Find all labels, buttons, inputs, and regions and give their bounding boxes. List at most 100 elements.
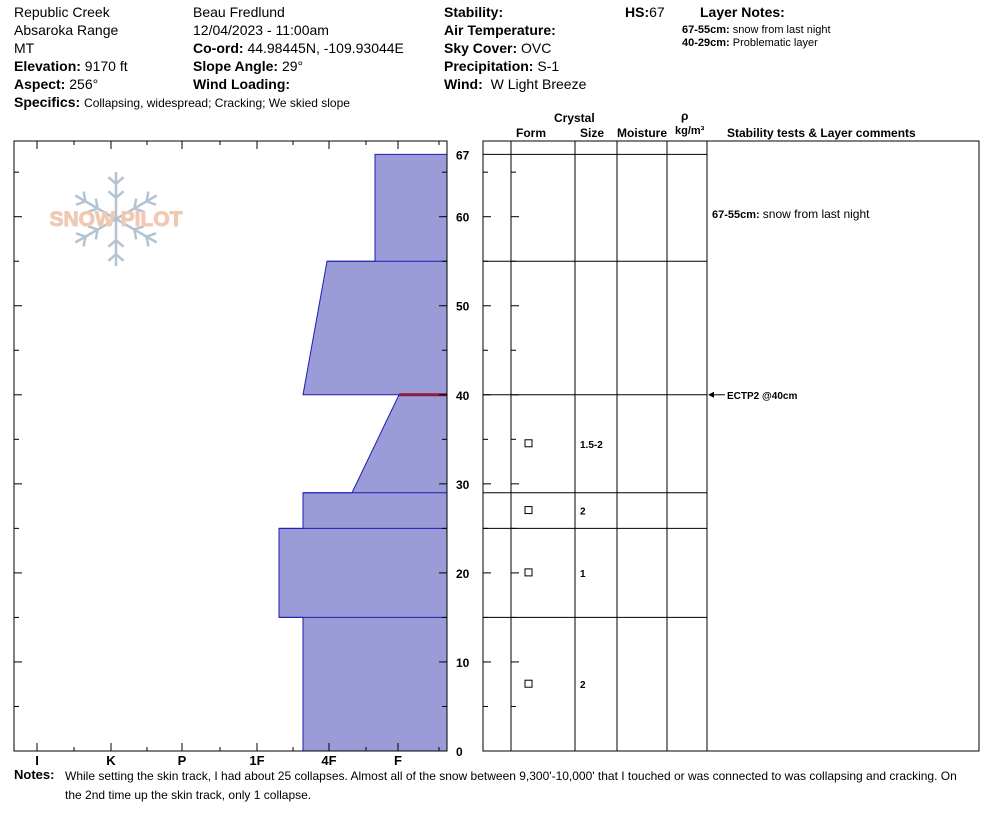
depth-tick-label: 30 [456, 478, 470, 492]
hs-label: HS: [625, 4, 650, 20]
density-symbol: ρ [681, 109, 689, 123]
slope-label: Slope Angle: [193, 58, 279, 74]
logo-text: SNOW PILOT [50, 208, 183, 231]
flake-branch [115, 239, 125, 248]
crystal-size-label: 1 [580, 569, 586, 580]
hardness-tick-label: K [106, 753, 116, 768]
notes-line-2: the 2nd time up the skin track, only 1 c… [65, 788, 312, 802]
state: MT [14, 40, 35, 56]
hardness-frame [13, 140, 448, 752]
layer-note-text: snow from last night [732, 24, 831, 36]
elevation-label: Elevation: [14, 58, 81, 74]
elevation: Elevation: 9170 ft [14, 58, 128, 74]
crystal-form-square [524, 506, 533, 515]
sky-value: OVC [521, 40, 552, 56]
hardness-tick-label: I [35, 753, 39, 768]
flake-arm [74, 194, 117, 221]
depth-tick-label: 60 [456, 211, 470, 225]
crystal-header: Crystal [554, 111, 595, 125]
flake-branch [87, 207, 99, 213]
flake-branch [94, 229, 99, 240]
sky-label: Sky Cover: [444, 40, 518, 56]
layer-table [482, 140, 980, 752]
stability: Stability: [444, 4, 503, 20]
stability-label: Stability: [444, 4, 504, 20]
slope-value: 29° [281, 58, 304, 74]
arrow-head-icon [708, 391, 714, 398]
moisture-header: Moisture [617, 126, 668, 140]
aspect: Aspect: 256° [14, 76, 98, 92]
flake-branch [146, 232, 157, 238]
specifics-label: Specifics: [14, 94, 81, 110]
hardness-plot-border [13, 140, 448, 752]
coord-label: Co-ord: [193, 40, 244, 56]
flake-branch [115, 176, 125, 185]
hardness-tick-label: P [178, 753, 187, 768]
layer-comment: 67-55cm: snow from last night [712, 207, 870, 221]
wind-value: W Light Breeze [490, 76, 587, 92]
density-unit: kg/m³ [675, 125, 705, 137]
location-name: Republic Creek [14, 4, 110, 20]
layer-note-1: 67-55cm: snow from last night [682, 24, 831, 37]
crystal-markers: 1.5-2 2 1 2 [524, 439, 603, 691]
flake-branch [107, 190, 117, 199]
flake-branch [133, 207, 145, 213]
snow-pilot-logo: SNOW PILOT [49, 172, 183, 266]
crystal-form-square [524, 568, 533, 577]
flake-branch [107, 176, 117, 185]
precipitation: Precipitation: S-1 [444, 58, 559, 74]
aspect-value: 256° [69, 76, 99, 92]
depth-tick-label: 10 [456, 656, 470, 670]
form-header: Form [516, 126, 546, 140]
mountain-range: Absaroka Range [14, 22, 119, 38]
layer-comment-range: 67-55cm: [712, 209, 763, 221]
flake-branch [133, 225, 145, 231]
snowflake-icon [74, 172, 158, 266]
hardness-profile [278, 153, 448, 752]
table-border [482, 140, 980, 752]
air-temperature: Air Temperature: [444, 22, 556, 38]
flake-branch [133, 198, 138, 209]
layer-comment-text: snow from last night [763, 207, 870, 221]
slope-angle: Slope Angle: 29° [193, 58, 303, 74]
crystal-size-label: 2 [580, 680, 586, 691]
depth-tick-label: 20 [456, 567, 470, 581]
layer-note-range: 40-29cm: [682, 37, 730, 49]
flake-branch [145, 191, 150, 202]
depth-tick-label: 50 [456, 300, 470, 314]
hardness-tick-label: 1F [249, 753, 264, 768]
crystal-size-label: 2 [580, 507, 586, 518]
crystal-size-label: 1.5-2 [580, 440, 603, 451]
depth-tick-label: 0 [456, 745, 463, 759]
air-temp-label: Air Temperature: [444, 22, 556, 38]
notes-label-wrap: Notes: [14, 767, 54, 783]
flake-arm [115, 217, 158, 244]
depth-axis: 0 10 20 30 40 50 60 67 [14, 148, 519, 759]
notes-line-1: While setting the skin track, I had abou… [65, 769, 957, 783]
snow-height: HS:67 [625, 4, 665, 20]
flake-arm [115, 194, 158, 221]
stability-comments-header: Stability tests & Layer comments [727, 126, 916, 140]
sky-cover: Sky Cover: OVC [444, 40, 551, 56]
flake-branch [107, 253, 117, 262]
flake-branch [87, 225, 99, 231]
observer: Beau Fredlund [193, 4, 285, 20]
datetime: 12/04/2023 - 11:00am [193, 22, 329, 38]
hardness-fill [278, 153, 448, 752]
flake-branch [133, 229, 138, 240]
layer-comments: 67-55cm: snow from last night ECTP2 @40cm [708, 207, 870, 402]
wind-loading-label: Wind Loading: [193, 76, 291, 92]
elevation-value: 9170 ft [84, 58, 128, 74]
coord-value: 44.98445N, -109.93044E [247, 40, 404, 56]
flake-branch [94, 198, 99, 209]
precip-label: Precipitation: [444, 58, 534, 74]
flake-branch [82, 236, 87, 247]
flake-branch [115, 253, 125, 262]
size-header: Size [580, 126, 605, 140]
crystal-form-square [524, 679, 533, 688]
layer-note-2: 40-29cm: Problematic layer [682, 37, 818, 50]
flake-branch [115, 190, 125, 199]
wind-loading: Wind Loading: [193, 76, 290, 92]
notes-label: Notes: [14, 767, 55, 782]
